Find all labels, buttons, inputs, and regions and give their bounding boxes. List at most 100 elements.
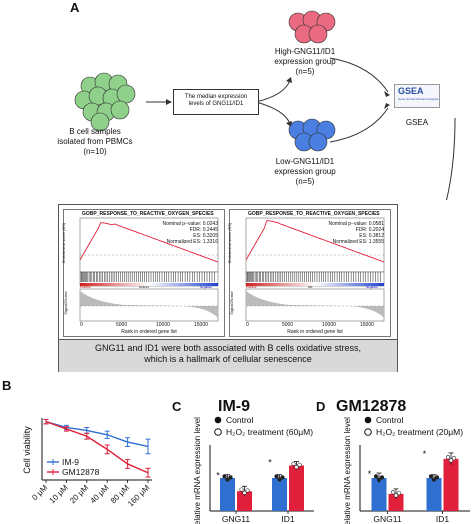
data-point bbox=[445, 455, 451, 460]
significance-star: * bbox=[216, 471, 220, 481]
gm12878-expression-chart: Relative mRNA expression level Control H₂O… bbox=[343, 415, 470, 524]
gsea-logo-subtitle: Gene Set Enrichment Analysis bbox=[398, 97, 439, 101]
legend-treatment-label: H₂O₂ treatment (60μM) bbox=[226, 427, 313, 437]
b-cell-samples-label: B cell samples isolated from PBMCs (n=10… bbox=[57, 127, 133, 156]
arrow-gsea-to-results-icon bbox=[445, 117, 456, 200]
data-point bbox=[390, 490, 396, 495]
b-cell-icon bbox=[116, 84, 136, 104]
gsea-gene-label: ID1 bbox=[308, 285, 313, 289]
data-point bbox=[376, 477, 382, 482]
gsea-xtick: 5000 bbox=[282, 322, 294, 328]
low-cell-icon bbox=[308, 132, 328, 152]
gsea-ylabel-top: Enrichment score (ES) bbox=[61, 222, 67, 264]
es-curve bbox=[245, 220, 385, 263]
gsea-stat-nes: Normalized ES: 1.3555 bbox=[332, 239, 384, 245]
median-expression-box: The median expression levels of GNG11/ID… bbox=[173, 89, 259, 115]
arrow-low-to-gsea-icon bbox=[329, 107, 389, 143]
bar-id1-control bbox=[272, 478, 287, 511]
gsea-stat-nes: Normalized ES: 1.3316 bbox=[166, 239, 218, 245]
gsea-label: GSEA bbox=[405, 118, 429, 127]
data-point bbox=[291, 461, 296, 466]
data-point bbox=[277, 477, 282, 482]
high-group-cluster-icon bbox=[288, 10, 336, 44]
x-tick-label: GNG11 bbox=[373, 514, 401, 524]
data-point bbox=[245, 488, 250, 493]
gsea-logo: GSEA Gene Set Enrichment Analysis bbox=[394, 84, 440, 108]
panel-letter-b: B bbox=[2, 378, 12, 393]
rank-gradient bbox=[246, 283, 384, 286]
data-point bbox=[428, 474, 434, 479]
panel-letter-d: D bbox=[316, 399, 326, 414]
data-point bbox=[431, 477, 437, 482]
significance-star: * bbox=[423, 449, 427, 459]
series-line-im-9 bbox=[45, 420, 149, 448]
gsea-results-box: GOBP_RESPONSE_TO_REACTIVE_OXYGEN_SPECIES… bbox=[58, 204, 398, 372]
gsea-positive-label: Positive bbox=[246, 285, 257, 289]
gsea-plot-title: GOBP_RESPONSE_TO_REACTIVE_OXYGEN_SPECIES bbox=[82, 211, 214, 217]
data-point bbox=[434, 475, 440, 480]
series-line-gm12878 bbox=[45, 420, 149, 474]
panel-c-title: IM-9 bbox=[218, 398, 250, 415]
data-point bbox=[280, 475, 285, 480]
x-tick-label: 20 μM bbox=[68, 483, 90, 505]
data-point bbox=[274, 474, 279, 479]
gsea-xtick: 0 bbox=[80, 322, 83, 328]
gsea-xlabel: Rank in ordered gene list bbox=[121, 329, 177, 335]
data-point bbox=[373, 474, 379, 479]
gsea-caption-bar: GNG11 and ID1 were both associated with … bbox=[59, 339, 397, 372]
gsea-ylabel-bottom: Signal2Noise bbox=[228, 291, 234, 315]
data-point bbox=[294, 465, 299, 470]
data-point bbox=[379, 475, 385, 480]
data-point bbox=[239, 487, 244, 492]
legend-treatment-marker bbox=[214, 428, 222, 436]
arrow-to-low-icon bbox=[255, 101, 291, 125]
gsea-plot-gng11: GOBP_RESPONSE_TO_REACTIVE_OXYGEN_SPECIES… bbox=[61, 209, 225, 337]
rank-gradient bbox=[80, 283, 218, 286]
gsea-plot-graphics bbox=[79, 217, 219, 322]
panel-letter-c: C bbox=[172, 399, 182, 414]
legend-label: IM-9 bbox=[62, 457, 79, 467]
gsea-xtick: 15000 bbox=[194, 322, 208, 328]
b-cell-cluster-icon bbox=[74, 72, 136, 132]
y-axis-label: Cell viability bbox=[22, 426, 32, 474]
b-cell-icon bbox=[90, 112, 110, 132]
x-tick-label: 10 μM bbox=[48, 483, 70, 505]
es-curve bbox=[79, 222, 219, 263]
x-tick-label: 160 μM bbox=[126, 483, 152, 509]
gsea-xtick: 5000 bbox=[116, 322, 128, 328]
bar-id1-control bbox=[426, 478, 442, 511]
data-point bbox=[297, 462, 302, 467]
y-axis-label: Relative mRNA expression level bbox=[343, 417, 352, 524]
panel-d-title: GM12878 bbox=[336, 398, 407, 415]
bar-gng11-treatment bbox=[237, 491, 252, 511]
legend-control-marker bbox=[214, 416, 222, 424]
y-axis-label: Relative mRNA expression level bbox=[193, 417, 202, 524]
data-point bbox=[242, 490, 247, 495]
gsea-stat-fdr: FDR: 0.2445 bbox=[189, 227, 218, 233]
gsea-xtick: 15000 bbox=[360, 322, 374, 328]
x-tick-label: ID1 bbox=[436, 514, 450, 524]
metric-area bbox=[246, 291, 384, 318]
gsea-caption: GNG11 and ID1 were both associated with … bbox=[95, 343, 361, 364]
gsea-plot-id1: GOBP_RESPONSE_TO_REACTIVE_OXYGEN_SPECIES… bbox=[227, 209, 391, 337]
gsea-stat-fdr: FDR: 0.2024 bbox=[355, 227, 384, 233]
bar-gng11-control bbox=[371, 478, 387, 511]
gsea-stat-es: ES: 0.3812 bbox=[359, 233, 384, 239]
high-cell-icon bbox=[308, 24, 328, 44]
low-group-label: Low-GNG11/ID1 expression group (n=5) bbox=[274, 157, 336, 186]
data-point bbox=[396, 491, 402, 496]
x-tick-label: 40 μM bbox=[88, 483, 110, 505]
bar-id1-treatment bbox=[289, 465, 304, 511]
data-point bbox=[451, 456, 457, 461]
arrow-high-to-gsea-icon bbox=[329, 57, 389, 93]
legend-label: GM12878 bbox=[62, 467, 100, 477]
metric-area bbox=[80, 291, 218, 318]
gsea-plot-graphics bbox=[245, 217, 385, 322]
data-point bbox=[222, 474, 227, 479]
b-cell-icon bbox=[110, 100, 130, 120]
legend-control-label: Control bbox=[376, 415, 404, 425]
gsea-negative-label: Negative bbox=[366, 285, 378, 289]
x-tick-label: GNG11 bbox=[222, 514, 250, 524]
high-group-label: High-GNG11/ID1 expression group (n=5) bbox=[274, 47, 336, 76]
